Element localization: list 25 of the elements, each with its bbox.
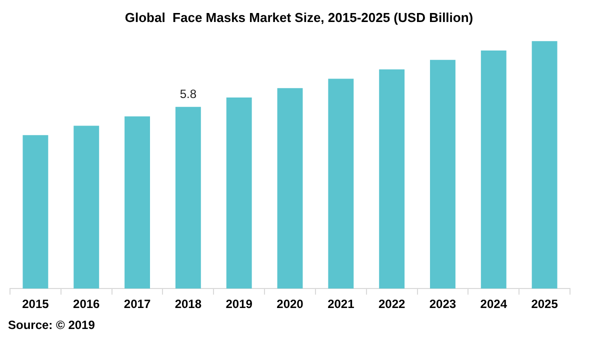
source-note: Source: © 2019 [8, 318, 95, 332]
x-tick-label: 2022 [378, 297, 406, 312]
x-tick-label: 2021 [328, 297, 355, 312]
x-tick-label: 2024 [480, 297, 508, 312]
bar [226, 98, 252, 289]
bar [480, 50, 506, 289]
x-tick-label: 2023 [429, 297, 456, 312]
bar [430, 60, 456, 289]
bar [277, 88, 303, 289]
bar [124, 116, 150, 289]
bar [22, 135, 48, 289]
bar [175, 106, 201, 289]
x-tick-label: 2015 [22, 297, 50, 312]
bar [74, 126, 100, 289]
bar [379, 69, 405, 289]
bar [532, 41, 558, 289]
x-tick-label: 2018 [174, 297, 202, 312]
bar [328, 78, 354, 289]
x-tick-label: 2025 [531, 297, 558, 312]
x-tick-label: 2016 [73, 297, 100, 312]
x-tick-label: 2019 [226, 297, 253, 312]
x-tick-label: 2020 [276, 297, 304, 312]
x-tick-label: 2017 [124, 297, 151, 312]
chart-title: Global Face Masks Market Size, 2015-2025 (USD Billion) [124, 10, 474, 25]
data-label: 5.8 [180, 87, 197, 102]
